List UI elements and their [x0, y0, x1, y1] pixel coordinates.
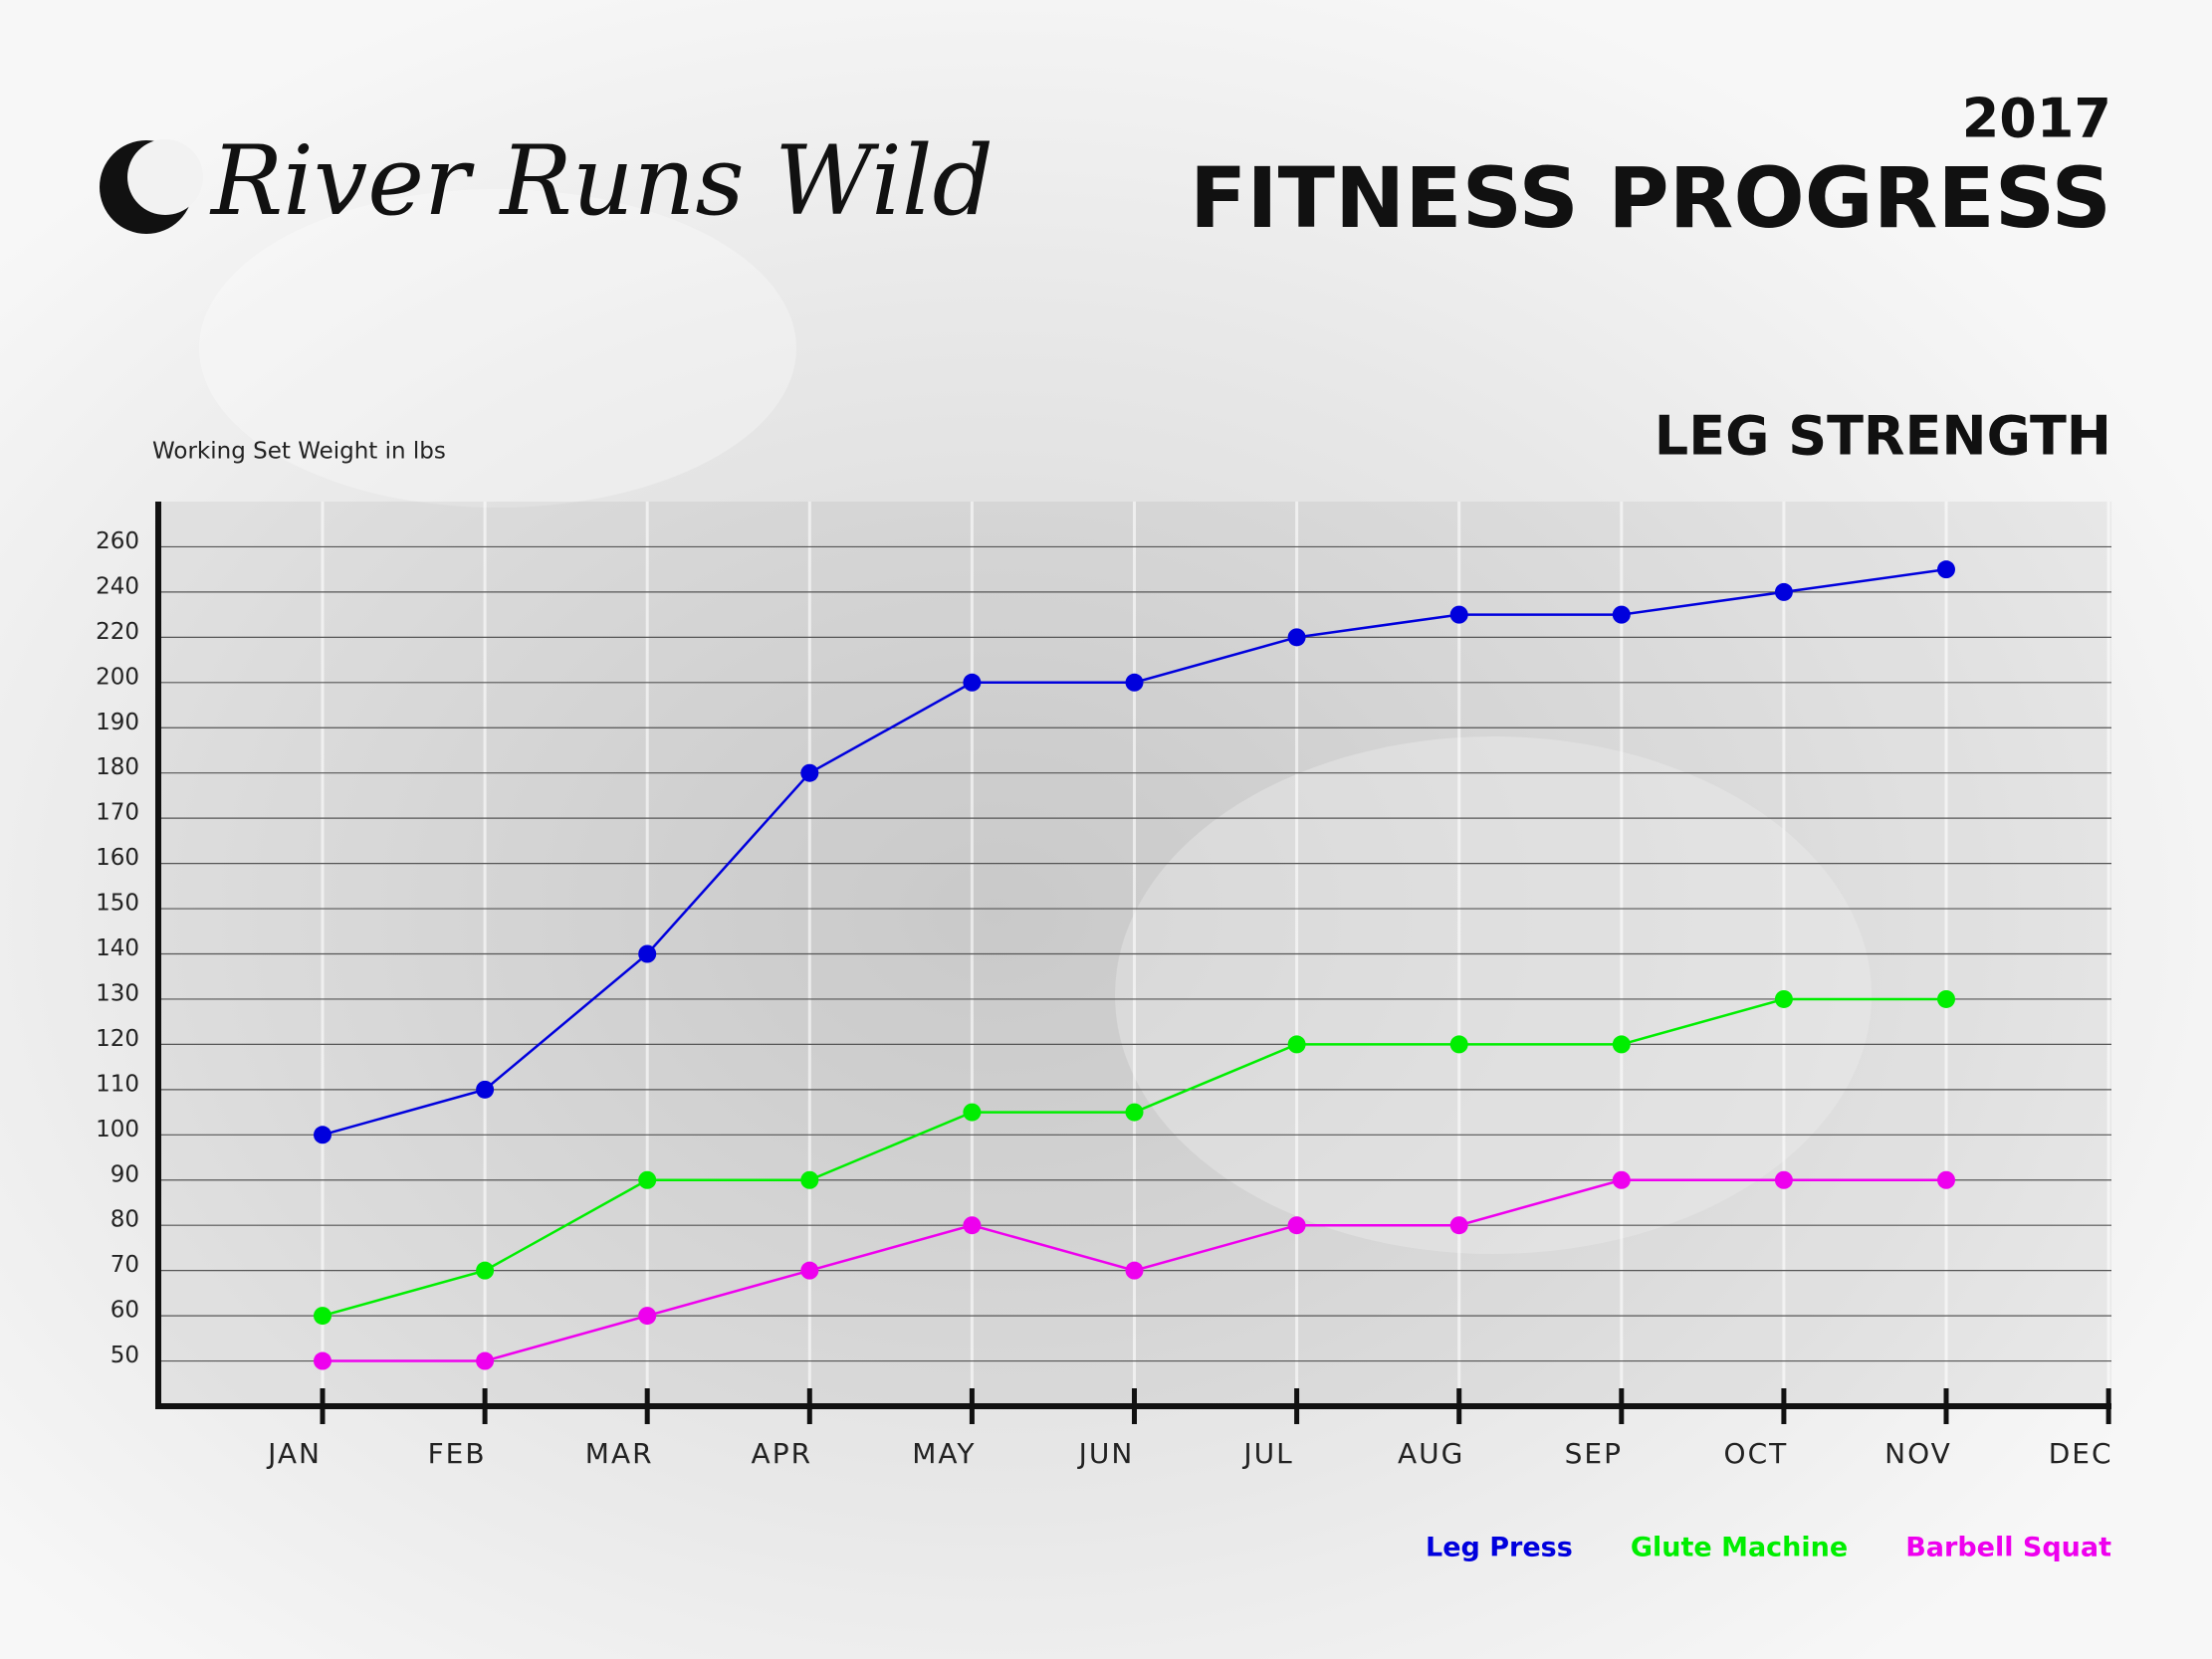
data-point	[1287, 1035, 1306, 1054]
data-point	[1612, 1170, 1631, 1189]
data-point	[1774, 582, 1793, 601]
y-tick-label: 110	[96, 1071, 139, 1097]
x-tick-label: FEB	[428, 1437, 487, 1470]
legend-entry: Leg Press	[1426, 1533, 1573, 1563]
chart-title: FITNESS PROGRESS	[1190, 149, 2111, 247]
data-point	[314, 1307, 332, 1326]
data-point	[1612, 1035, 1631, 1054]
data-point	[1449, 605, 1468, 624]
data-point	[638, 944, 657, 963]
y-tick-label: 70	[111, 1252, 139, 1278]
logo: River Runs Wild	[100, 125, 994, 237]
x-tick-label: JUN	[1077, 1437, 1135, 1470]
data-point	[314, 1351, 332, 1370]
data-point	[1125, 1103, 1144, 1122]
y-tick-label: 140	[96, 935, 139, 961]
data-point	[1125, 673, 1144, 692]
y-tick-label: 130	[96, 980, 139, 1006]
data-point	[1774, 1170, 1793, 1189]
data-point	[1612, 605, 1631, 624]
data-point	[1937, 989, 1955, 1008]
x-tick-label: AUG	[1398, 1437, 1464, 1470]
data-point	[1287, 1216, 1306, 1235]
brand: River Runs Wild	[209, 125, 994, 237]
background-texture	[199, 189, 796, 508]
x-tick-label: NOV	[1884, 1437, 1952, 1470]
y-tick-label: 150	[96, 891, 139, 917]
data-point	[800, 1261, 819, 1280]
data-point	[476, 1261, 495, 1280]
data-point	[1937, 1170, 1955, 1189]
x-tick-label: MAR	[585, 1437, 654, 1470]
y-tick-label: 180	[96, 754, 139, 780]
y-tick-label: 120	[96, 1026, 139, 1052]
y-axis-label: Working Set Weight in lbs	[152, 439, 446, 465]
data-point	[1774, 989, 1793, 1008]
data-point	[476, 1351, 495, 1370]
legend-entry: Glute Machine	[1631, 1533, 1848, 1563]
data-point	[1937, 560, 1955, 579]
y-tick-label: 220	[96, 619, 139, 645]
legend-entry: Barbell Squat	[1905, 1533, 2111, 1563]
data-point	[963, 1103, 982, 1122]
data-point	[638, 1170, 657, 1189]
x-tick-label: SEP	[1565, 1437, 1623, 1470]
logo-icon	[127, 139, 203, 215]
x-tick-label: APR	[752, 1437, 813, 1470]
data-point	[314, 1126, 332, 1144]
x-tick-label: JAN	[266, 1437, 322, 1470]
y-tick-label: 80	[111, 1207, 139, 1233]
y-tick-label: 170	[96, 800, 139, 826]
y-tick-label: 160	[96, 845, 139, 871]
x-tick-label: DEC	[2049, 1437, 2113, 1470]
y-tick-label: 60	[111, 1298, 139, 1324]
y-tick-label: 240	[96, 573, 139, 599]
data-point	[638, 1307, 657, 1326]
y-tick-label: 190	[96, 710, 139, 735]
data-point	[800, 763, 819, 782]
data-point	[963, 673, 982, 692]
x-tick-label: MAY	[912, 1437, 976, 1470]
y-tick-label: 90	[111, 1161, 139, 1187]
year-label: 2017	[1962, 88, 2111, 150]
x-tick-label: JUL	[1241, 1437, 1293, 1470]
y-tick-label: 260	[96, 528, 139, 554]
y-tick-label: 200	[96, 664, 139, 690]
data-point	[476, 1080, 495, 1099]
x-tick-label: OCT	[1724, 1437, 1789, 1470]
data-point	[800, 1170, 819, 1189]
data-point	[1449, 1035, 1468, 1054]
y-tick-label: 100	[96, 1117, 139, 1142]
data-point	[1449, 1216, 1468, 1235]
data-point	[963, 1216, 982, 1235]
data-point	[1125, 1261, 1144, 1280]
y-tick-label: 50	[111, 1343, 139, 1368]
data-point	[1287, 628, 1306, 647]
chart-subtitle: LEG STRENGTH	[1655, 405, 2111, 468]
background-texture	[1115, 736, 1872, 1254]
